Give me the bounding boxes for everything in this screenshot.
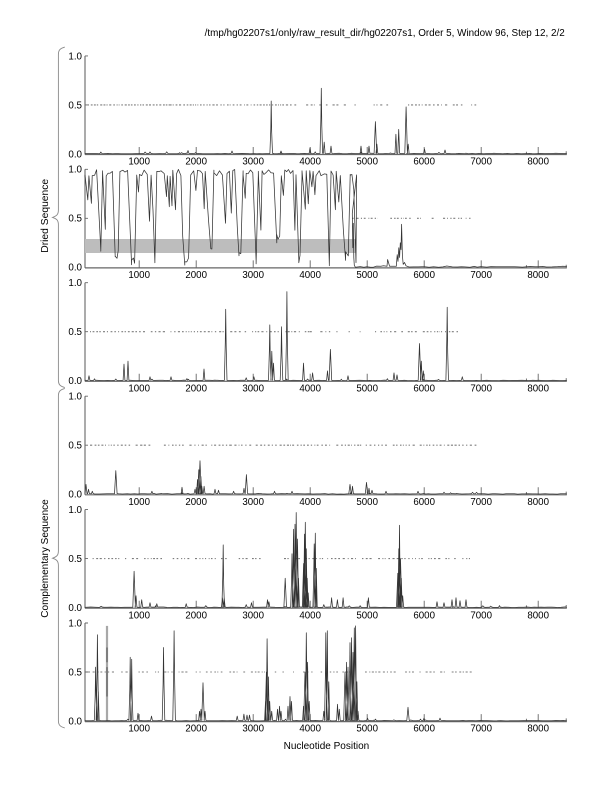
svg-text:0.5: 0.5 [68, 554, 82, 565]
svg-text:5000: 5000 [356, 157, 378, 168]
svg-text:1.0: 1.0 [68, 505, 82, 516]
svg-text:0.5: 0.5 [68, 327, 82, 338]
svg-text:2000: 2000 [185, 157, 207, 168]
svg-text:4000: 4000 [299, 157, 321, 168]
svg-text:4000: 4000 [299, 724, 321, 735]
svg-text:7000: 7000 [470, 497, 492, 508]
svg-text:1.0: 1.0 [68, 278, 82, 289]
svg-text:7000: 7000 [470, 724, 492, 735]
svg-text:Dried Sequence: Dried Sequence [40, 179, 51, 253]
svg-text:5000: 5000 [356, 270, 378, 281]
svg-text:0.0: 0.0 [68, 263, 82, 274]
svg-text:6000: 6000 [413, 724, 435, 735]
svg-text:1.0: 1.0 [68, 165, 82, 176]
svg-text:2000: 2000 [185, 610, 207, 621]
svg-text:3000: 3000 [242, 383, 264, 394]
svg-text:8000: 8000 [527, 724, 549, 735]
svg-text:3000: 3000 [242, 724, 264, 735]
svg-text:1.0: 1.0 [68, 392, 82, 403]
svg-text:6000: 6000 [413, 270, 435, 281]
svg-text:1.0: 1.0 [68, 618, 82, 629]
svg-text:2000: 2000 [185, 383, 207, 394]
svg-text:3000: 3000 [242, 270, 264, 281]
svg-text:8000: 8000 [527, 497, 549, 508]
svg-text:0.0: 0.0 [68, 603, 82, 614]
svg-text:5000: 5000 [356, 383, 378, 394]
svg-text:4000: 4000 [299, 497, 321, 508]
svg-text:1000: 1000 [128, 157, 150, 168]
svg-text:Nucleotide Position: Nucleotide Position [284, 741, 370, 752]
svg-text:7000: 7000 [470, 610, 492, 621]
svg-text:6000: 6000 [413, 610, 435, 621]
svg-text:1000: 1000 [128, 270, 150, 281]
svg-text:3000: 3000 [242, 497, 264, 508]
svg-text:5000: 5000 [356, 497, 378, 508]
svg-text:7000: 7000 [470, 270, 492, 281]
svg-text:0.5: 0.5 [68, 441, 82, 452]
svg-text:1000: 1000 [128, 383, 150, 394]
svg-text:2000: 2000 [185, 270, 207, 281]
svg-text:0.0: 0.0 [68, 376, 82, 387]
svg-text:5000: 5000 [356, 724, 378, 735]
svg-text:2000: 2000 [185, 497, 207, 508]
svg-text:3000: 3000 [242, 157, 264, 168]
svg-text:4000: 4000 [299, 383, 321, 394]
svg-text:7000: 7000 [470, 383, 492, 394]
svg-text:0.0: 0.0 [68, 716, 82, 727]
svg-text:2000: 2000 [185, 724, 207, 735]
svg-text:0.0: 0.0 [68, 149, 82, 160]
svg-text:4000: 4000 [299, 610, 321, 621]
svg-text:0.5: 0.5 [68, 667, 82, 678]
svg-text:5000: 5000 [356, 610, 378, 621]
svg-text:8000: 8000 [527, 270, 549, 281]
svg-text:1.0: 1.0 [68, 51, 82, 62]
svg-text:6000: 6000 [413, 497, 435, 508]
svg-text:7000: 7000 [470, 157, 492, 168]
svg-text:0.5: 0.5 [68, 214, 82, 225]
svg-text:0.0: 0.0 [68, 490, 82, 501]
svg-text:8000: 8000 [527, 157, 549, 168]
svg-text:4000: 4000 [299, 270, 321, 281]
svg-text:0.5: 0.5 [68, 100, 82, 111]
svg-text:Complementary Sequence: Complementary Sequence [40, 499, 51, 618]
svg-text:8000: 8000 [527, 610, 549, 621]
svg-text:1000: 1000 [128, 497, 150, 508]
svg-text:6000: 6000 [413, 383, 435, 394]
svg-text:8000: 8000 [527, 383, 549, 394]
svg-text:6000: 6000 [413, 157, 435, 168]
svg-text:1000: 1000 [128, 724, 150, 735]
svg-text:/tmp/hg02207s1/only/raw_result: /tmp/hg02207s1/only/raw_result_dir/hg022… [205, 28, 565, 39]
svg-text:3000: 3000 [242, 610, 264, 621]
svg-text:1000: 1000 [128, 610, 150, 621]
